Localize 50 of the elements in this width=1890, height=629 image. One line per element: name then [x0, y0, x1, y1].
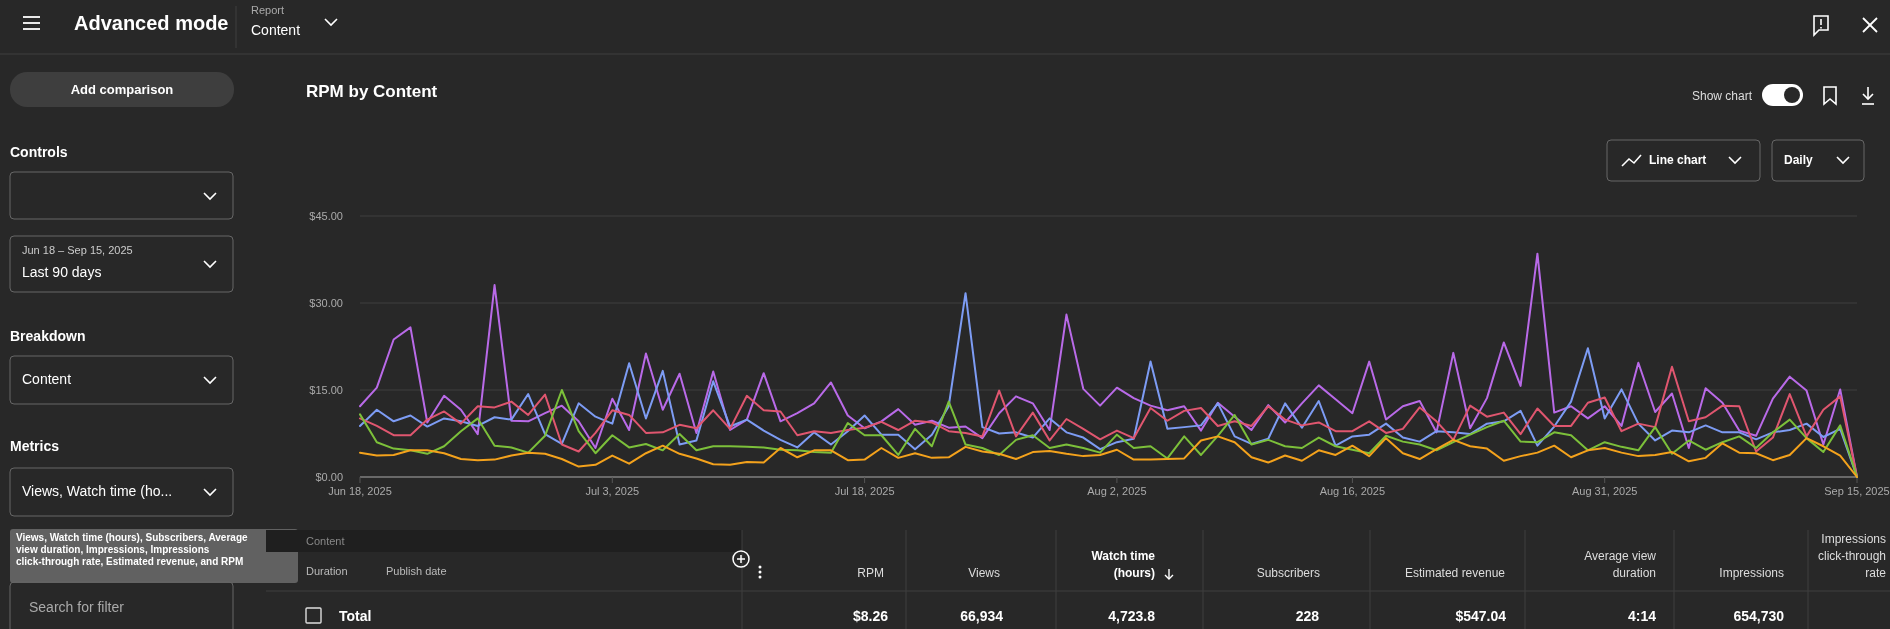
line-series — [359, 252, 1858, 478]
text: 66,934 — [960, 608, 1004, 624]
text: Views — [968, 566, 1000, 580]
text: Estimated revenue — [1404, 566, 1506, 580]
text: Breakdown — [10, 328, 86, 344]
y-tick-label: $15.00 — [309, 384, 343, 396]
text: $547.04 — [1455, 608, 1507, 624]
text: 4:14 — [1627, 608, 1657, 624]
text: 654,730 — [1733, 608, 1785, 624]
text: Add comparison — [70, 82, 174, 97]
text: Metrics — [10, 438, 60, 454]
text: Content — [22, 371, 72, 387]
text: $8.26 — [852, 608, 889, 624]
line-series — [359, 435, 1858, 478]
y-tick-label: $45.00 — [309, 210, 343, 222]
x-tick-label: Aug 2, 2025 — [1087, 485, 1147, 497]
text: Average view duration — [1584, 549, 1657, 580]
text: Views, Watch time (ho... — [22, 483, 173, 499]
text: Watch time (hours) — [1091, 549, 1156, 580]
x-tick-label: Jul 3, 2025 — [585, 485, 640, 497]
text: Content — [306, 535, 345, 547]
text: Total — [339, 608, 372, 624]
text: Show chart — [1691, 89, 1753, 103]
y-tick-label: $30.00 — [309, 297, 343, 309]
text: Report — [251, 4, 285, 16]
text: Impressions — [1719, 566, 1784, 580]
x-tick-label: Jun 18, 2025 — [328, 485, 392, 497]
text: 228 — [1295, 608, 1320, 624]
text: Subscribers — [1256, 566, 1320, 580]
x-tick-label: Aug 16, 2025 — [1319, 485, 1386, 497]
y-tick-label: $0.00 — [315, 471, 343, 483]
text: Last 90 days — [22, 264, 102, 280]
text: Line chart — [1649, 153, 1707, 167]
line-series — [359, 389, 1858, 478]
x-tick-label: Sep 15, 2025 — [1824, 485, 1890, 497]
text: Views, Watch time (hours), Subscribers, Average view duration, Impressions, Impressions click-through rate, Estimated revenue, and RPM — [16, 532, 248, 567]
x-tick-label: Jul 18, 2025 — [834, 485, 895, 497]
text: 4,723.8 — [1108, 608, 1156, 624]
chart-title: RPM by Content — [306, 82, 438, 101]
text: Controls — [10, 144, 68, 160]
text: Publish date — [386, 565, 447, 577]
text: Jun 18 – Sep 15, 2025 — [22, 244, 133, 256]
text: Advanced mode — [74, 12, 229, 34]
text: Content — [251, 22, 301, 38]
text: RPM — [857, 566, 884, 580]
text: Search for filter — [29, 599, 125, 615]
text: Impressions click-through rate — [1817, 532, 1887, 580]
x-tick-label: Aug 31, 2025 — [1571, 485, 1638, 497]
text: Duration — [306, 565, 348, 577]
text: Daily — [1784, 153, 1814, 167]
